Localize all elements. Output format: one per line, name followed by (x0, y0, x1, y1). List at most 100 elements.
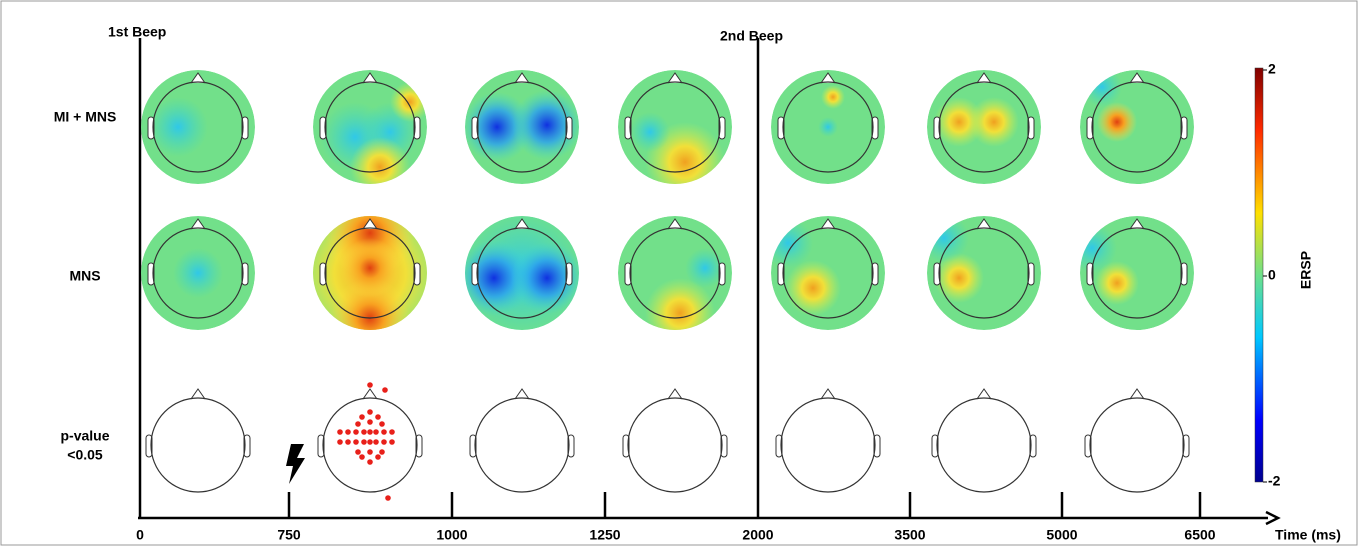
row-label: <0.05 (67, 447, 103, 463)
head-outline (629, 227, 721, 319)
head-ear (471, 262, 479, 286)
head-ear (720, 434, 728, 458)
topomap (618, 216, 732, 330)
head-ear (241, 262, 249, 286)
head-ear (718, 116, 726, 140)
topomap (141, 70, 255, 184)
head-nose (820, 388, 836, 400)
x-axis-label: Time (ms) (1275, 527, 1341, 543)
head-ear (147, 116, 155, 140)
head-ear (147, 262, 155, 286)
head-nose (820, 72, 836, 84)
significant-electrode (367, 439, 373, 445)
head-ear (624, 116, 632, 140)
axis-arrow (1265, 510, 1281, 526)
significant-electrode (345, 439, 351, 445)
significant-electrode (375, 414, 381, 420)
head-ear (319, 262, 327, 286)
head-nose (514, 218, 530, 230)
significant-electrode (337, 439, 343, 445)
head-ear (933, 116, 941, 140)
significant-electrode (373, 439, 379, 445)
head-nose (820, 218, 836, 230)
x-tick-label: 0 (136, 527, 144, 543)
significant-electrode (367, 382, 373, 388)
head-ear (415, 434, 423, 458)
colorbar-tick-label: 0 (1268, 267, 1276, 283)
head-ear (1182, 434, 1190, 458)
head-ear (471, 116, 479, 140)
head-nose (362, 72, 378, 84)
head-ear (565, 116, 573, 140)
significant-electrode (367, 459, 373, 465)
significant-electrode (389, 439, 395, 445)
topomap (771, 70, 885, 184)
head-outline (324, 81, 416, 173)
marker-label: 1st Beep (108, 24, 166, 40)
head-ear (1180, 116, 1188, 140)
head-ear (622, 434, 630, 458)
significant-electrode (353, 429, 359, 435)
head-outline (936, 397, 1032, 493)
head-ear (931, 434, 939, 458)
head-ear (933, 262, 941, 286)
significant-electrode (382, 387, 388, 393)
head-outline (938, 227, 1030, 319)
head-ear (871, 116, 879, 140)
head-nose (667, 388, 683, 400)
significant-electrode (379, 421, 385, 427)
significant-electrode (381, 429, 387, 435)
x-tick-label: 750 (277, 527, 301, 543)
significant-electrode (367, 419, 373, 425)
head-outline (780, 397, 876, 493)
significant-electrode (361, 439, 367, 445)
topomap (313, 70, 427, 184)
significant-electrode (355, 449, 361, 455)
x-tick-label: 1250 (589, 527, 620, 543)
topomap (465, 216, 579, 330)
x-tick-label: 3500 (894, 527, 925, 543)
significant-electrode (379, 449, 385, 455)
colorbar-tick-label: -2 (1268, 473, 1281, 489)
significant-electrode (345, 429, 351, 435)
head-outline (476, 81, 568, 173)
significant-electrode (367, 429, 373, 435)
head-outline (627, 397, 723, 493)
head-outline (1091, 227, 1183, 319)
head-ear (775, 434, 783, 458)
head-ear (1084, 434, 1092, 458)
topomap (313, 216, 427, 330)
topomap (927, 70, 1041, 184)
row-label: MI + MNS (54, 109, 117, 125)
head-nose (190, 388, 206, 400)
significant-electrode (353, 439, 359, 445)
head-ear (718, 262, 726, 286)
head-ear (241, 116, 249, 140)
head-ear (413, 262, 421, 286)
head-nose (514, 388, 530, 400)
significant-electrode (337, 429, 343, 435)
head-ear (777, 116, 785, 140)
head-ear (1027, 262, 1035, 286)
head-ear (1086, 116, 1094, 140)
topomap (1080, 70, 1194, 184)
x-tick-label: 6500 (1184, 527, 1215, 543)
head-nose (514, 72, 530, 84)
head-ear (1027, 116, 1035, 140)
topomap (141, 216, 255, 330)
head-outline (150, 397, 246, 493)
head-nose (976, 388, 992, 400)
topomap (465, 70, 579, 184)
head-outline (474, 397, 570, 493)
x-tick-label: 1000 (436, 527, 467, 543)
topomap (1080, 216, 1194, 330)
significant-electrode (359, 414, 365, 420)
head-ear (413, 116, 421, 140)
head-ear (567, 434, 575, 458)
head-outline (152, 227, 244, 319)
head-nose (1129, 218, 1145, 230)
head-ear (317, 434, 325, 458)
head-outline (322, 397, 418, 493)
head-nose (190, 218, 206, 230)
